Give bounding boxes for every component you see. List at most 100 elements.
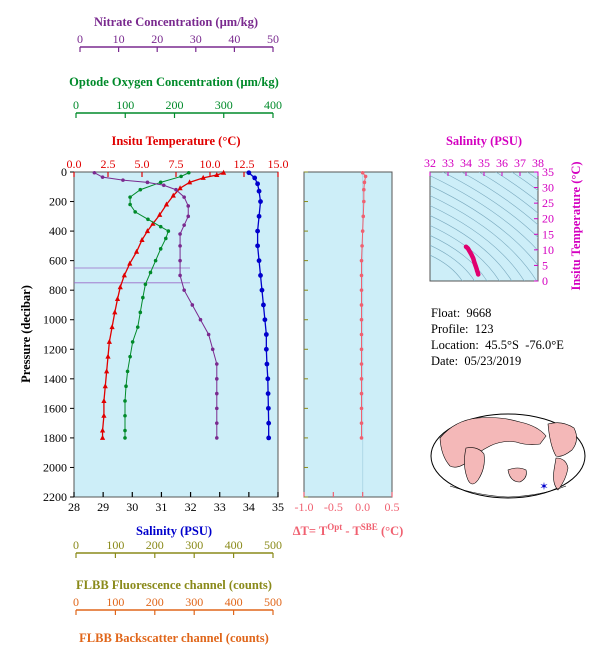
delta-t-point	[359, 391, 364, 396]
salinity-tick-label: 34	[243, 500, 255, 514]
ts-salinity-tick-label: 34	[460, 156, 472, 170]
pressure-axis-label: Pressure (decibar)	[19, 285, 33, 383]
float-id: Float: 9668	[431, 306, 492, 320]
oxygen-point	[143, 282, 148, 287]
temperature-point	[99, 427, 106, 433]
nitrate-point	[178, 244, 182, 248]
nitrate-point	[186, 214, 191, 219]
delta-t-panel	[303, 171, 393, 498]
nitrate-point	[100, 175, 105, 179]
pressure-tick-label: 2200	[43, 490, 67, 504]
density-contour	[430, 225, 500, 281]
temperature-point	[150, 220, 156, 226]
oxygen-point	[128, 354, 132, 359]
temperature-point	[117, 284, 123, 290]
oxygen-point	[158, 224, 163, 229]
salinity-point	[255, 181, 260, 187]
oxygen-point	[130, 340, 135, 344]
temperature-point	[127, 260, 133, 266]
oxygen-point	[138, 187, 143, 192]
density-contour	[430, 185, 538, 266]
temperature-point	[112, 309, 118, 315]
nitrate-point	[215, 391, 219, 396]
nitrate-point	[182, 223, 186, 227]
delta-t-label-prefix: ΔT= T	[293, 524, 328, 538]
fluorescence-tick-label: 500	[264, 538, 282, 552]
temperature-point	[200, 174, 206, 180]
nitrate-tick-label: 50	[267, 32, 279, 46]
delta-t-tick-label: -0.5	[324, 500, 343, 514]
temperature-point	[121, 272, 127, 278]
nitrate-point	[174, 187, 178, 192]
oxygen-point	[153, 258, 158, 263]
map-land-south-america	[553, 457, 569, 491]
temperature-point	[144, 228, 151, 234]
salinity-tick-label: 31	[155, 500, 167, 514]
delta-t-point	[359, 421, 364, 425]
temperature-point	[109, 324, 115, 330]
oxygen-point	[158, 180, 163, 185]
delta-t-point	[359, 347, 364, 352]
salinity-tick-label: 28	[68, 500, 80, 514]
oxygen-tick-label: 100	[116, 98, 134, 112]
salinity-point	[263, 332, 269, 337]
ts-temperature-tick-label: 35	[542, 165, 554, 179]
oxygen-point	[123, 399, 127, 403]
oxygen-point	[133, 210, 137, 214]
fluorescence-tick-label: 200	[146, 538, 164, 552]
nitrate-tick-label: 0	[77, 32, 83, 46]
temperature-tick-label: 5.0	[135, 157, 150, 171]
nitrate-point	[145, 180, 150, 185]
fluorescence-axis-label: FLBB Fluorescence channel (counts)	[76, 578, 272, 592]
ts-temperature-tick-label: 25	[542, 196, 554, 210]
oxygen-point	[123, 413, 127, 418]
delta-t-axis-label: ΔT= TOpt - TSBE (°C)	[293, 522, 404, 538]
salinity-point	[265, 376, 271, 382]
ts-temperature-tick-label: 30	[542, 181, 554, 195]
pressure-tick-label: 200	[49, 195, 67, 209]
fluorescence-tick-label: 0	[73, 538, 79, 552]
salinity-point	[262, 317, 268, 323]
density-contour	[460, 172, 538, 226]
backscatter-tick-label: 400	[225, 595, 243, 609]
salinity-point	[266, 435, 272, 441]
oxygen-point	[179, 174, 183, 179]
delta-t-point	[360, 229, 365, 233]
ts-salinity-tick-label: 37	[514, 156, 526, 170]
oxygen-point	[124, 384, 128, 389]
salinity-point	[256, 258, 262, 264]
density-contour	[430, 175, 538, 252]
delta-t-point	[362, 180, 367, 185]
temperature-axis-label: Insitu Temperature (°C)	[111, 134, 240, 148]
delta-t-point	[359, 258, 364, 263]
density-contour	[430, 195, 538, 281]
temperature-point	[187, 179, 193, 185]
delta-t-point	[359, 377, 364, 381]
temperature-point	[104, 368, 110, 374]
pressure-tick-label: 0	[61, 165, 67, 179]
nitrate-point	[92, 170, 97, 175]
oxygen-point	[164, 236, 168, 241]
density-contour	[430, 215, 513, 281]
density-contour	[430, 244, 475, 281]
oxygen-point	[166, 229, 171, 233]
fluorescence-tick-label: 100	[106, 538, 124, 552]
delta-t-tick-label: 0.0	[355, 500, 370, 514]
ts-temperature-tick-label: 5	[542, 258, 548, 272]
ts-temperature-tick-label: 15	[542, 227, 554, 241]
delta-t-point	[362, 199, 366, 204]
oxygen-axis-label: Optode Oxygen Concentration (µm/kg)	[69, 75, 279, 89]
pressure-tick-label: 1200	[43, 342, 67, 356]
map-land-africa	[464, 447, 485, 485]
nitrate-tick-label: 10	[113, 32, 125, 46]
temperature-point	[170, 192, 176, 198]
ts-temperature-tick-label: 0	[542, 274, 548, 288]
temperature-point	[163, 201, 170, 207]
ts-curve	[463, 244, 481, 277]
salinity-point	[255, 243, 260, 249]
temperature-point	[177, 185, 183, 191]
nitrate-tick-label: 30	[190, 32, 202, 46]
nitrate-point	[215, 421, 219, 425]
oxygen-point	[146, 217, 150, 222]
pressure-tick-label: 2000	[43, 460, 67, 474]
